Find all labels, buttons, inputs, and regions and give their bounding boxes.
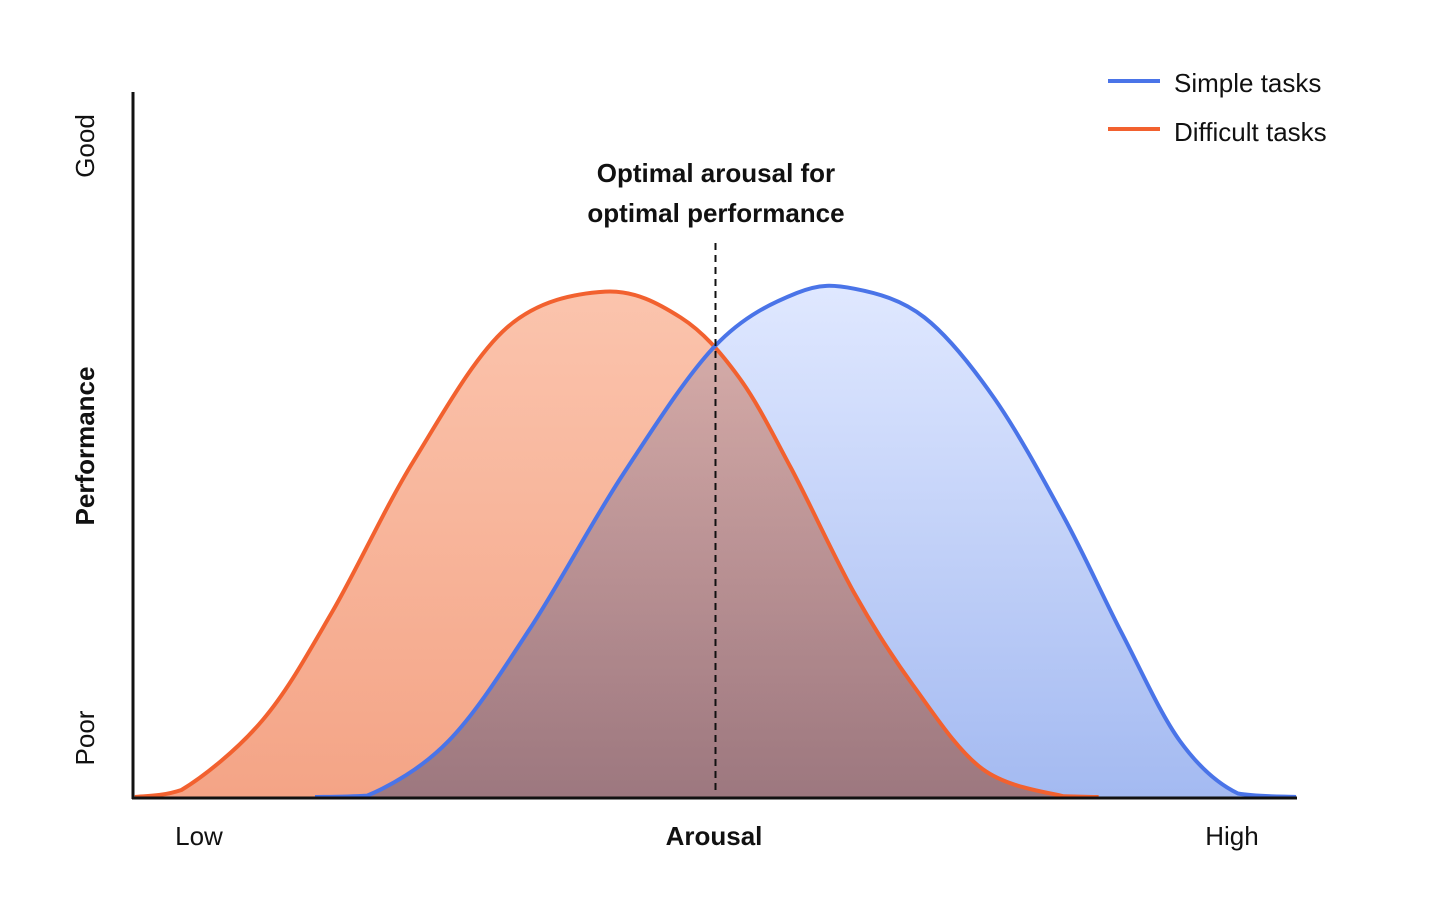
y-tick-label-good: Good xyxy=(70,114,100,178)
y-axis-title: Performance xyxy=(70,367,100,526)
series-area-simple xyxy=(315,285,1296,797)
x-tick-label-low: Low xyxy=(175,821,223,851)
legend-label-difficult: Difficult tasks xyxy=(1174,117,1327,147)
plot-area xyxy=(134,283,1297,799)
legend-label-simple: Simple tasks xyxy=(1174,68,1321,98)
series-line-difficult xyxy=(134,289,1099,799)
legend: Simple tasks Difficult tasks xyxy=(1108,68,1327,147)
x-tick-label-high: High xyxy=(1205,821,1258,851)
annotation-line-1: Optimal arousal for xyxy=(597,158,835,188)
series-line-simple xyxy=(314,283,1297,799)
y-tick-label-poor: Poor xyxy=(70,710,100,765)
x-axis-title: Arousal xyxy=(666,821,763,851)
annotation-line-2: optimal performance xyxy=(587,198,844,228)
